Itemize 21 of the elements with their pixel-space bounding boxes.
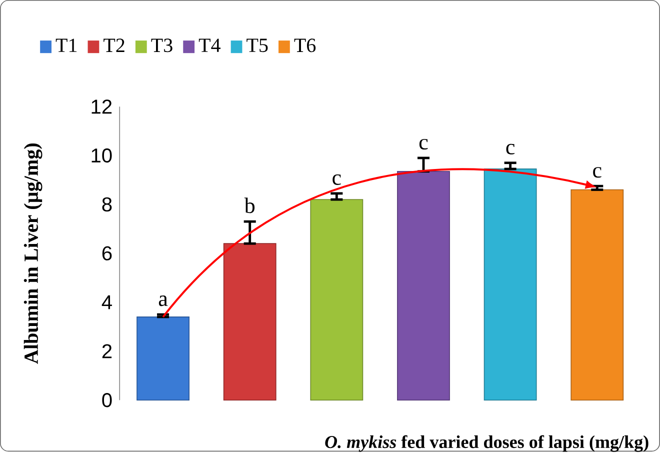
legend-label: T2 xyxy=(104,38,124,52)
legend-label: T6 xyxy=(294,38,316,52)
annotation: c xyxy=(332,174,341,186)
annotation: c xyxy=(506,144,515,155)
legend-label: T3 xyxy=(151,38,172,52)
annotation: b xyxy=(244,198,255,214)
y-axis-title: Albumin in Liver (µg/mg) xyxy=(24,144,42,364)
y-tick-label: 12 xyxy=(92,100,112,114)
legend-label: T4 xyxy=(198,38,220,52)
y-tick-label: 2 xyxy=(102,344,112,358)
y-tick-label: 4 xyxy=(102,296,112,310)
y-tick-label: 0 xyxy=(102,393,112,408)
legend-label: T5 xyxy=(246,38,268,52)
annotation: c xyxy=(593,167,602,178)
legend-label: T1 xyxy=(56,38,77,52)
y-tick-label: 8 xyxy=(102,198,112,212)
y-tick-label: 6 xyxy=(102,246,112,261)
y-tick-label: 10 xyxy=(92,148,112,163)
annotation: a xyxy=(158,296,168,306)
annotation: c xyxy=(419,139,428,150)
x-axis-title: O. mykiss fed varied doses of lapsi (mg/kg) xyxy=(325,435,648,452)
